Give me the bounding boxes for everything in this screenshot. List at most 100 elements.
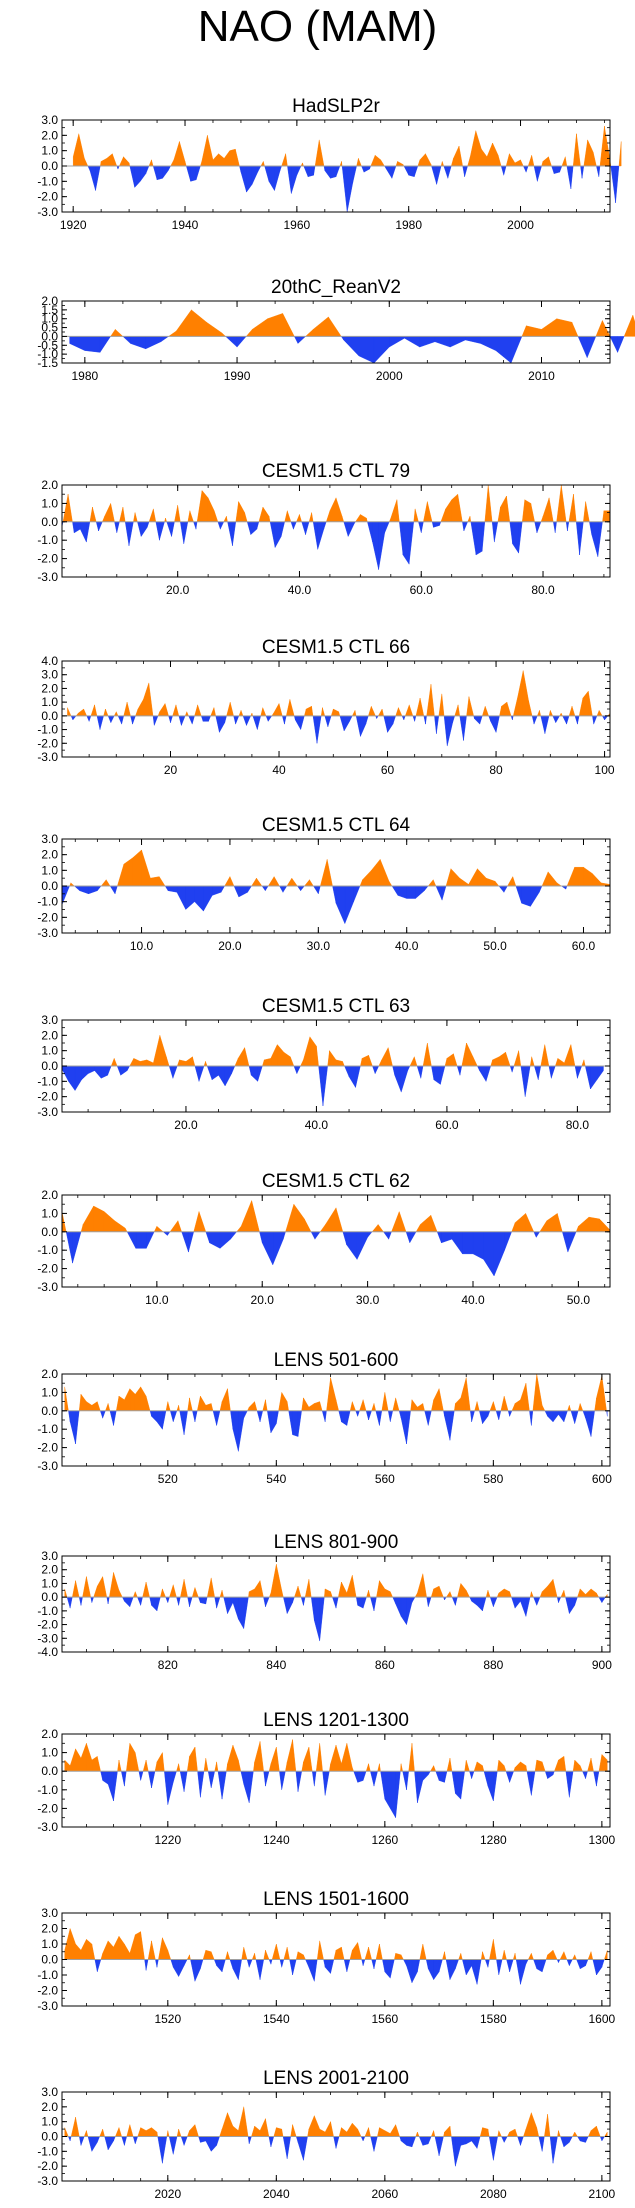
- positive-anomaly-area: [110, 309, 635, 337]
- y-tick-label: -3.0: [37, 1105, 58, 1119]
- y-tick-label: 2.0: [41, 1028, 58, 1042]
- x-tick-label: 1990: [224, 369, 251, 383]
- positive-anomaly-area: [110, 1035, 586, 1067]
- y-tick-label: -1.0: [37, 1243, 58, 1257]
- y-tick-label: 1.0: [41, 1044, 58, 1058]
- x-tick-label: 60: [381, 763, 395, 777]
- chart-title: CESM1.5 CTL 62: [262, 1171, 410, 1192]
- y-tick-label: -1.0: [37, 2144, 58, 2158]
- x-tick-label: 30.0: [356, 1293, 380, 1307]
- y-tick-label: -3.0: [37, 1820, 58, 1834]
- y-tick-label: -2.0: [37, 1262, 58, 1276]
- y-tick-label: 0.0: [41, 329, 58, 343]
- negative-anomaly-area: [70, 715, 609, 747]
- x-tick-label: 580: [483, 1472, 503, 1486]
- chart-panel-12: LENS 2001-2100 3.02.01.00.0-1.0-2.0-3.0 20…: [37, 2068, 615, 2201]
- x-tick-label: 1280: [480, 1833, 507, 1847]
- y-tick-label: -3.0: [37, 1999, 58, 2013]
- y-tick-label: -3.0: [37, 926, 58, 940]
- y-tick-label: 3.0: [41, 1906, 58, 1920]
- y-tick-label: 2.0: [41, 294, 58, 308]
- y-tick-label: 1.0: [41, 863, 58, 877]
- y-tick-label: -1.0: [37, 533, 58, 547]
- positive-anomaly-area: [64, 1928, 608, 1960]
- y-tick-label: 0.0: [41, 1404, 58, 1418]
- y-tick-label: -3.0: [37, 750, 58, 764]
- y-tick-label: -3.0: [37, 205, 58, 219]
- chart-title: LENS 1501-1600: [263, 1889, 409, 1910]
- x-tick-label: 1580: [480, 2012, 507, 2026]
- y-tick-label: 4.0: [41, 654, 58, 668]
- negative-anomaly-area: [68, 1410, 608, 1452]
- positive-anomaly-area: [62, 484, 611, 522]
- y-tick-label: -1.0: [37, 1422, 58, 1436]
- y-tick-label: 0.0: [41, 1225, 58, 1239]
- x-tick-label: 900: [592, 1658, 612, 1672]
- y-tick-label: 3.0: [41, 113, 58, 127]
- y-tick-label: -0.5: [37, 338, 58, 352]
- y-tick-label: -2.0: [37, 1090, 58, 1104]
- y-tick-label: 0.0: [41, 709, 58, 723]
- y-tick-label: -4.0: [37, 1645, 58, 1659]
- y-tick-label: -1.0: [37, 1074, 58, 1088]
- y-tick-label: 0.0: [41, 879, 58, 893]
- y-tick-label: -1.0: [37, 347, 58, 361]
- x-tick-label: 2000: [376, 369, 403, 383]
- negative-anomaly-area: [65, 1231, 577, 1277]
- x-tick-label: 20.0: [218, 939, 242, 953]
- y-tick-label: -2.0: [37, 1441, 58, 1455]
- y-tick-label: 1.0: [41, 1937, 58, 1951]
- chart-title: LENS 801-900: [274, 1532, 399, 1553]
- chart-panel-8: LENS 501-600 2.0 1.0 0.0 -1.0 -2.0 -3.0 520 540 5…: [37, 1350, 612, 1486]
- x-tick-label: 2000: [507, 218, 534, 232]
- y-tick-label: 1.0: [41, 496, 58, 510]
- y-tick-label: 2.0: [41, 681, 58, 695]
- chart-title: LENS 1201-1300: [263, 1710, 409, 1731]
- chart-panel-11: LENS 1501-1600 3.0 2.01.0 0.0-1.0 -2.0-3.0 15…: [37, 1889, 615, 2026]
- positive-anomaly-area: [64, 1739, 608, 1772]
- y-tick-label: -2.0: [37, 2159, 58, 2173]
- y-tick-label: 2.0: [41, 478, 58, 492]
- x-tick-label: 60.0: [435, 1118, 459, 1132]
- x-tick-label: 40.0: [288, 583, 312, 597]
- x-tick-label: 1300: [589, 1833, 616, 1847]
- y-tick-label: -3.0: [37, 2174, 58, 2188]
- y-tick-label: -2.0: [37, 1984, 58, 1998]
- x-tick-label: 60.0: [572, 939, 596, 953]
- y-tick-label: -3.0: [37, 1631, 58, 1645]
- negative-anomaly-area: [94, 1959, 605, 1985]
- x-tick-label: 1980: [71, 369, 98, 383]
- y-tick-label: 1.0: [41, 1206, 58, 1220]
- page-title: NAO (MAM): [197, 2, 438, 51]
- y-tick-label: 0.0: [41, 2130, 58, 2144]
- y-tick-label: 2.0: [41, 1188, 58, 1202]
- positive-anomaly-area: [64, 1373, 607, 1411]
- x-tick-label: 50.0: [483, 939, 507, 953]
- y-tick-label: 2.0: [41, 1727, 58, 1741]
- chart-panel-6: CESM1.5 CTL 63 3.02.0 1.00.0-1.0 -2.0-3.0 20…: [37, 996, 611, 1132]
- x-tick-label: 1260: [371, 1833, 398, 1847]
- x-tick-label: 1920: [60, 218, 87, 232]
- y-tick-label: -2.0: [37, 1618, 58, 1632]
- x-tick-label: 2060: [371, 2187, 398, 2201]
- x-tick-label: 20.0: [251, 1293, 275, 1307]
- x-tick-label: 10.0: [145, 1293, 169, 1307]
- x-tick-label: 80.0: [566, 1118, 590, 1132]
- positive-anomaly-area: [64, 1564, 608, 1598]
- x-tick-label: 2100: [589, 2187, 616, 2201]
- y-tick-label: 2.0: [41, 1563, 58, 1577]
- chart-title: CESM1.5 CTL 66: [262, 637, 410, 658]
- negative-anomaly-area: [61, 885, 568, 924]
- negative-anomaly-area: [66, 1596, 606, 1642]
- y-tick-label: 1.0: [41, 2115, 58, 2129]
- y-tick-label: -3.0: [37, 570, 58, 584]
- x-tick-label: 1600: [589, 2012, 616, 2026]
- y-tick-label: 1.0: [41, 1385, 58, 1399]
- y-tick-label: 2.0: [41, 1922, 58, 1936]
- chart-panel-10: LENS 1201-1300 2.0 1.0 0.0 -1.0 -2.0 -3.0 1220 1…: [37, 1710, 615, 1847]
- x-tick-label: 1980: [395, 218, 422, 232]
- chart-panel-7: CESM1.5 CTL 62 2.0 1.0 0.0 -1.0 -2.0 -3.0 10.0 2…: [37, 1171, 611, 1307]
